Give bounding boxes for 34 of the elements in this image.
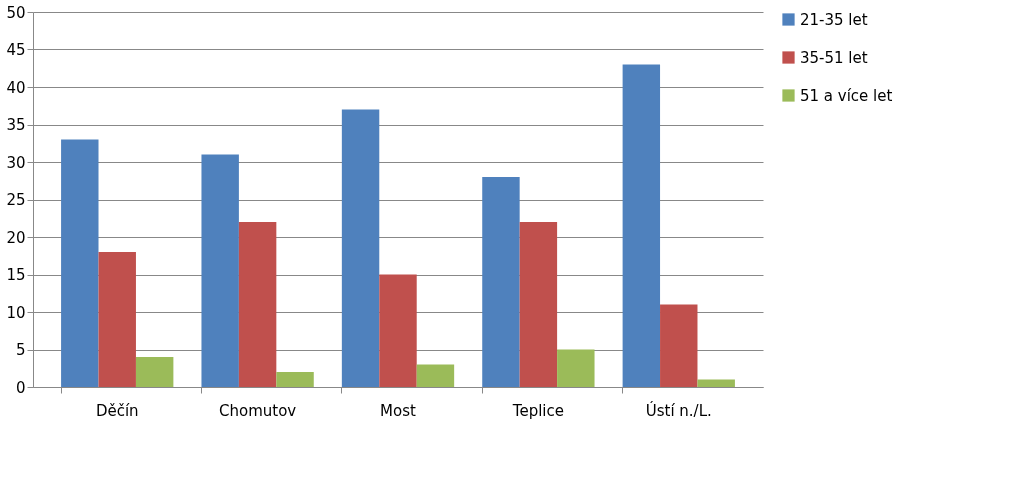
bar (98, 252, 136, 387)
x-tick-label: Ústí n./L. (645, 400, 712, 420)
y-tick-label: 45 (6, 41, 26, 59)
bar (379, 274, 417, 387)
y-tick-label: 20 (6, 228, 26, 247)
bar (557, 349, 595, 387)
x-tick-label: Chomutov (219, 401, 297, 420)
bar (201, 154, 239, 387)
bar (519, 222, 558, 387)
x-tick-label: Děčín (95, 401, 139, 420)
bar (482, 177, 520, 387)
y-tick-label: 30 (6, 153, 26, 172)
x-tick-label: Most (380, 401, 417, 420)
y-tick-label: 50 (6, 3, 26, 22)
bar (61, 139, 99, 387)
bar (416, 364, 455, 387)
legend-label: 51 a více let (800, 86, 893, 105)
bar (276, 372, 314, 387)
x-tick-label: Teplice (511, 401, 564, 420)
y-tick-label: 40 (6, 78, 26, 97)
bar (660, 304, 698, 387)
bar (238, 222, 277, 387)
legend-label: 35-51 let (800, 48, 868, 67)
y-tick-label: 15 (6, 266, 26, 284)
y-tick-label: 35 (6, 116, 26, 134)
bar (341, 109, 380, 387)
y-tick-label: 0 (15, 378, 26, 397)
y-tick-label: 25 (6, 191, 26, 209)
y-tick-label: 10 (6, 303, 26, 322)
y-tick-label: 5 (15, 341, 26, 359)
legend-label: 21-35 let (800, 10, 868, 29)
bar (697, 379, 735, 387)
bar (622, 64, 661, 387)
bar (135, 357, 174, 387)
